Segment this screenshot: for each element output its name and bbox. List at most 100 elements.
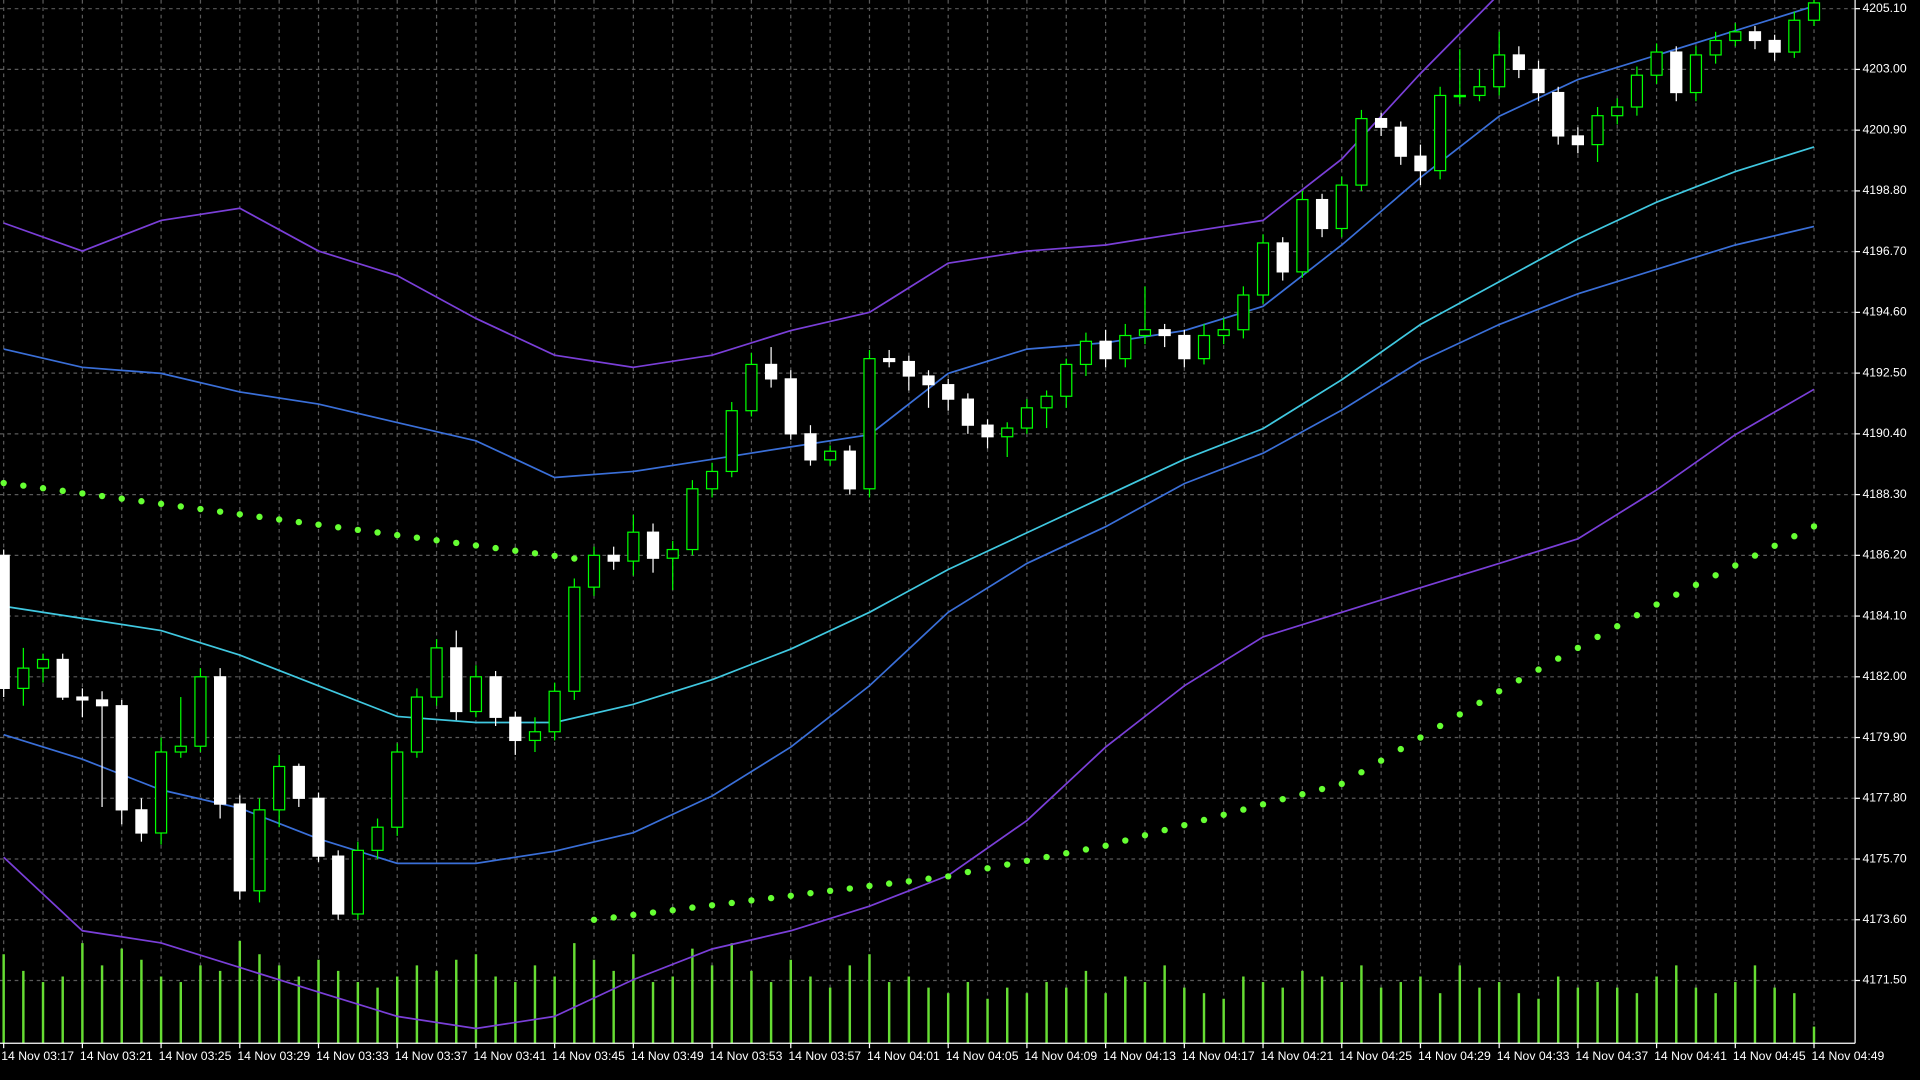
candle-body <box>1670 51 1683 94</box>
sar-dot <box>551 552 558 560</box>
candle-body <box>391 751 404 828</box>
candle-body <box>332 855 345 915</box>
candle-body <box>725 410 738 473</box>
candle-body <box>863 358 876 490</box>
y-tick-label: 4192.50 <box>1862 365 1906 379</box>
candle-body <box>1414 155 1427 172</box>
x-tick-label: 14 Nov 03:21 <box>80 1049 153 1063</box>
sar-dot <box>807 889 814 897</box>
x-tick-label: 14 Nov 04:01 <box>867 1049 940 1063</box>
sar-dot <box>1476 699 1483 707</box>
candle-body <box>1512 54 1525 71</box>
candle-body <box>666 548 679 559</box>
sar-dot <box>787 892 794 899</box>
sar-dot <box>630 911 637 919</box>
sar-dot <box>157 500 165 508</box>
candle-body <box>646 531 660 559</box>
candle-body <box>1473 86 1486 97</box>
candle-body <box>76 696 89 701</box>
candle-body <box>764 363 778 380</box>
x-tick-label: 14 Nov 04:17 <box>1182 1049 1255 1063</box>
candle-body <box>1217 329 1230 337</box>
candle-body <box>843 450 856 490</box>
x-tick-label: 14 Nov 04:45 <box>1733 1049 1806 1063</box>
candle-body <box>1729 31 1742 42</box>
sar-dot <box>826 887 834 895</box>
sar-dot <box>0 479 7 487</box>
candle-body <box>351 849 364 915</box>
candle-body <box>1020 407 1034 429</box>
sar-dot <box>1023 857 1031 864</box>
candle-body <box>784 378 797 435</box>
sar-dot <box>413 534 421 541</box>
volume <box>2 940 1816 1044</box>
sar-dot <box>315 521 322 528</box>
candle-body <box>489 676 502 718</box>
candle-body <box>1276 242 1289 273</box>
candle-body <box>115 705 128 811</box>
sar-dot <box>1318 785 1326 793</box>
sar-dot <box>1436 722 1444 730</box>
candle-body <box>1001 427 1014 438</box>
candle-body <box>1119 334 1132 360</box>
candle-body <box>1296 198 1309 273</box>
sar-dot <box>20 482 27 489</box>
sar-dot <box>1377 757 1385 764</box>
y-tick-label: 4186.20 <box>1862 548 1906 562</box>
candle-body <box>1650 51 1663 76</box>
sar-dot <box>885 880 893 887</box>
sar-dot <box>905 878 913 885</box>
candle-body <box>607 554 620 562</box>
sar-dot <box>59 487 66 495</box>
x-tick-label: 14 Nov 04:09 <box>1024 1049 1097 1063</box>
y-tick-label: 4196.70 <box>1862 244 1906 258</box>
sar-dot <box>708 902 716 909</box>
sar-dot <box>964 868 972 876</box>
sar-dot <box>984 865 991 872</box>
candle-body <box>1591 115 1604 146</box>
sar-dot <box>1535 666 1542 673</box>
candle-body <box>174 745 187 753</box>
sar-dot <box>216 508 224 515</box>
sar-dot <box>610 914 617 921</box>
sar-dot <box>1417 734 1424 741</box>
candle-body <box>1630 74 1644 108</box>
candle-body <box>1807 2 1821 21</box>
sar-dot <box>177 503 184 510</box>
candle-body <box>1158 329 1171 337</box>
sar-dot <box>1141 832 1149 839</box>
candle-body <box>686 488 699 551</box>
candle-body <box>1079 340 1093 366</box>
x-tick-label: 14 Nov 03:29 <box>237 1049 310 1063</box>
candle-body <box>0 554 10 689</box>
sar-dot <box>492 544 499 552</box>
candle-body <box>95 699 109 707</box>
x-tick-label: 14 Nov 04:13 <box>1103 1049 1176 1063</box>
x-tick-label: 14 Nov 03:37 <box>395 1049 468 1063</box>
x-tick-label: 14 Nov 04:05 <box>946 1049 1019 1063</box>
indicator-line <box>3 0 1495 369</box>
candle-body <box>273 765 286 811</box>
candle-body <box>1689 54 1703 94</box>
sar-dot <box>748 897 755 904</box>
sar-dot <box>1102 842 1109 849</box>
candle-body <box>942 384 955 400</box>
sar-dot <box>512 547 519 554</box>
candle-body <box>528 731 542 742</box>
sar-dot <box>1732 562 1739 569</box>
sar-dot <box>1082 846 1090 853</box>
sar-dot <box>1810 523 1818 530</box>
x-tick-label: 14 Nov 03:17 <box>1 1049 74 1063</box>
sar-dot <box>689 904 696 911</box>
sar-dot <box>1181 821 1188 829</box>
candle-body <box>1532 68 1545 94</box>
sar-dot <box>1240 806 1247 813</box>
sar-dot <box>1712 572 1719 579</box>
candle-body <box>1099 340 1112 360</box>
candle-body <box>902 360 915 377</box>
candle-body <box>1374 117 1388 128</box>
candle-body <box>56 658 69 698</box>
sar-dot <box>374 529 381 536</box>
